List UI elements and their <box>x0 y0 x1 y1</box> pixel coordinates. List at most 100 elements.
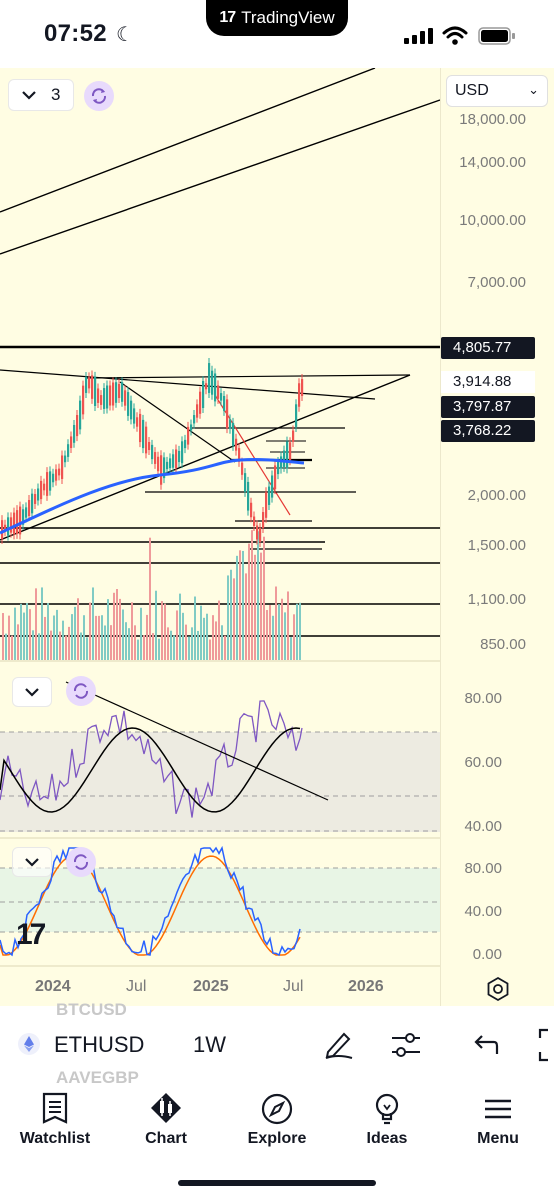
candle-body <box>4 524 7 532</box>
price-candles <box>1 358 304 547</box>
candle-body <box>118 383 121 399</box>
compass-icon <box>261 1093 293 1125</box>
candle-body <box>82 385 85 415</box>
candle-body <box>16 510 19 534</box>
watchlist-icon <box>42 1092 68 1124</box>
trend-lines <box>0 68 441 637</box>
volume-bar <box>140 607 142 660</box>
candle-body <box>235 438 238 451</box>
time-axis-label: 2026 <box>348 978 384 995</box>
volume-bar <box>17 624 19 660</box>
volume-bar <box>176 610 178 660</box>
nav-menu[interactable]: Menu <box>443 1092 553 1148</box>
volume-bar <box>44 616 46 660</box>
sliders-icon[interactable] <box>390 1030 422 1060</box>
candle-body <box>229 419 232 429</box>
volume-bar <box>110 625 112 660</box>
candle-body <box>169 458 172 469</box>
chevron-down-icon: ⌄ <box>528 82 539 97</box>
candle-body <box>199 391 202 414</box>
candle-body <box>262 512 265 528</box>
tradingview-logo-icon: 17 <box>219 9 236 26</box>
volume-bar <box>173 635 175 660</box>
fullscreen-icon[interactable] <box>536 1028 554 1062</box>
candle-body <box>151 444 154 460</box>
nav-explore[interactable]: Explore <box>222 1092 332 1148</box>
volume-bar <box>152 633 154 660</box>
candle-body <box>172 454 175 468</box>
candle-body <box>52 473 55 483</box>
volume-bar <box>221 625 223 660</box>
volume-bar <box>155 590 157 660</box>
candle-body <box>253 516 256 526</box>
volume-bar <box>263 536 265 660</box>
volume-bar <box>209 639 211 660</box>
stoch-collapse-button[interactable] <box>12 847 52 877</box>
volume-bar <box>290 637 292 660</box>
volume-bar <box>242 550 244 660</box>
symbol-ghost-above: BTCUSD <box>56 1000 127 1019</box>
undo-icon[interactable] <box>472 1032 500 1058</box>
volume-bar <box>143 635 145 660</box>
volume-bar <box>149 537 151 660</box>
candle-body <box>154 452 157 464</box>
volume-bar <box>104 625 106 660</box>
status-time: 07:52 <box>44 20 107 47</box>
volume-bar <box>233 578 235 660</box>
candle-body <box>238 448 241 462</box>
rsi-sync-icon[interactable] <box>66 676 96 706</box>
candle-body <box>61 455 64 479</box>
candle-body <box>13 512 16 535</box>
rsi-scale-label: 80.00 <box>464 690 502 707</box>
candle-body <box>286 441 289 469</box>
price-axis[interactable] <box>440 68 554 1006</box>
volume-bar <box>26 603 28 660</box>
volume-bar <box>95 615 97 660</box>
candle-body <box>256 525 259 540</box>
volume-bar <box>179 593 181 660</box>
currency-select[interactable]: USD ⌄ <box>446 75 548 107</box>
chevron-down-icon <box>22 91 36 100</box>
volume-bar <box>212 615 214 660</box>
drawing-line <box>0 369 376 400</box>
candle-body <box>292 430 295 442</box>
nav-label: Chart <box>145 1130 187 1147</box>
candle-body <box>43 483 46 491</box>
currency-value: USD <box>455 82 489 99</box>
volume-bar <box>29 609 31 660</box>
sync-icon[interactable] <box>84 81 114 111</box>
candle-body <box>241 462 244 475</box>
candle-body <box>280 456 283 469</box>
volume-bar <box>275 586 277 660</box>
chart-canvas[interactable] <box>0 68 554 1006</box>
candle-body <box>67 444 70 457</box>
volume-bar <box>185 624 187 660</box>
candle-body <box>49 471 52 491</box>
candle-body <box>289 442 292 461</box>
indicators-collapse-button[interactable]: 3 <box>8 79 74 111</box>
price-tag: 3,797.87 <box>441 396 535 418</box>
nav-watchlist[interactable]: Watchlist <box>0 1092 110 1148</box>
candle-body <box>34 494 37 504</box>
symbol-button[interactable]: ETHUSD <box>54 1032 145 1057</box>
volume-bar <box>203 617 205 660</box>
drawing-line <box>119 381 236 463</box>
candle-body <box>214 373 217 402</box>
nav-chart[interactable]: Chart <box>111 1092 221 1148</box>
ethereum-icon <box>18 1033 40 1055</box>
nav-ideas[interactable]: Ideas <box>332 1092 442 1148</box>
volume-bar <box>272 615 274 660</box>
stoch-scale-label: 80.00 <box>464 860 502 877</box>
rsi-ma-line <box>0 727 301 813</box>
volume-bar <box>5 633 7 660</box>
volume-bar <box>230 569 232 660</box>
volume-bar <box>278 604 280 660</box>
stoch-sync-icon[interactable] <box>66 847 96 877</box>
drawing-line <box>0 374 411 541</box>
interval-button[interactable]: 1W <box>193 1032 226 1057</box>
volume-bar <box>164 603 166 660</box>
candle-body <box>31 493 34 514</box>
rsi-collapse-button[interactable] <box>12 677 52 707</box>
pen-icon[interactable] <box>322 1028 356 1060</box>
settings-icon[interactable] <box>485 976 511 1002</box>
